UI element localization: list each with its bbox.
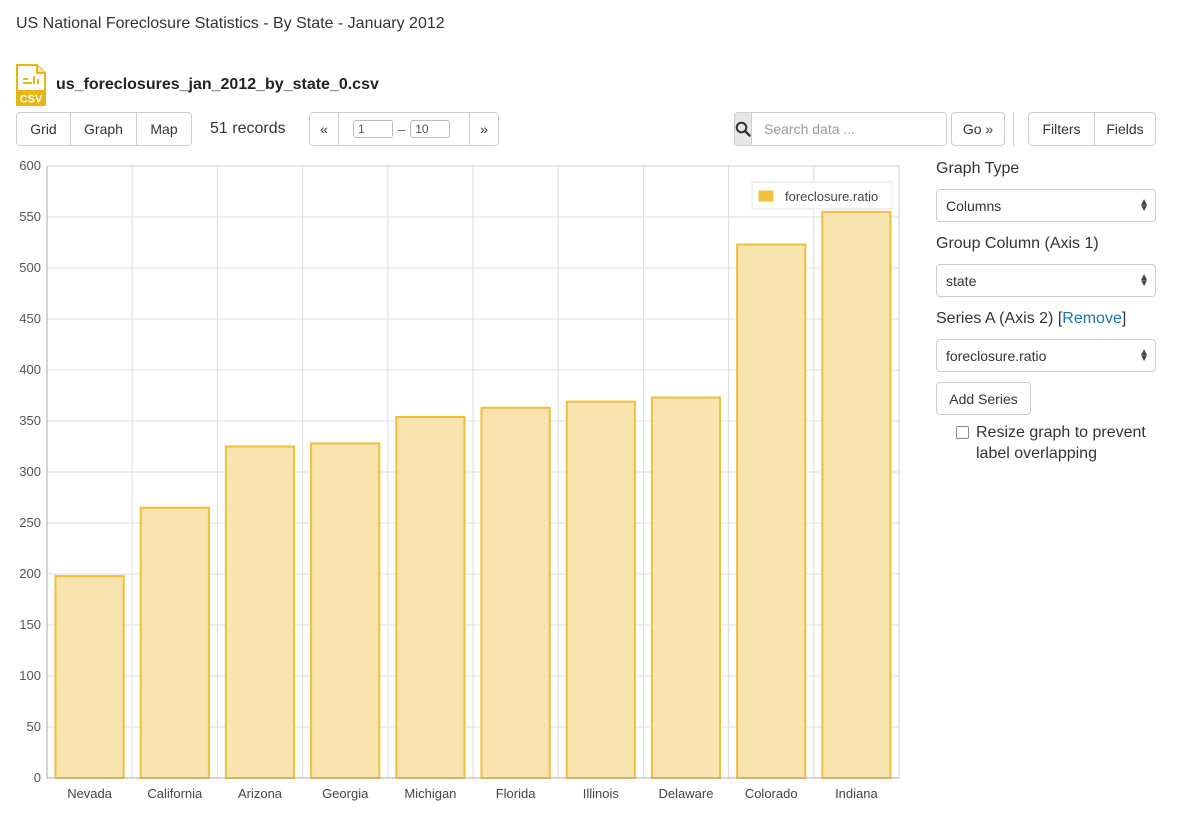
remove-series-link[interactable]: Remove [1062, 310, 1122, 327]
search-box [734, 112, 947, 146]
chart-legend [751, 181, 893, 210]
bar-indiana [821, 210, 892, 779]
group-column-label: Group Column (Axis 1) [936, 235, 1099, 252]
record-count: 51 records [210, 120, 286, 137]
series-a-select[interactable]: foreclosure.ratio ▲ ▼ [936, 339, 1156, 372]
search-input[interactable] [752, 113, 946, 145]
bar-delaware [650, 396, 722, 779]
chart-area: 0 50 100 150 200 250 300 350 400 450 500 550 600 Neva… [0, 155, 920, 822]
x-tick-label: Indiana [835, 786, 878, 801]
y-tick-label: 50 [27, 719, 41, 734]
bar-nevada [54, 575, 125, 780]
y-tick-label: 200 [19, 566, 41, 581]
x-tick-label: Michigan [404, 786, 456, 801]
graph-type-value: Columns [946, 197, 1002, 214]
file-header: CSV us_foreclosures_jan_2012_by_state_0.… [16, 64, 379, 106]
resize-graph-checkbox[interactable] [956, 426, 969, 439]
pagination: « – » [309, 112, 499, 146]
series-a-value: foreclosure.ratio [946, 347, 1047, 364]
y-tick-label: 250 [19, 515, 41, 530]
bar-florida [480, 406, 551, 780]
x-tick-label: Arizona [238, 786, 283, 801]
graph-settings-panel: Graph Type Columns ▲ ▼ Group Column (Axis… [936, 158, 1156, 464]
search-icon[interactable] [735, 113, 752, 145]
resize-option: Resize graph to prevent label overlappin… [936, 422, 1156, 464]
x-tick-label: Illinois [583, 786, 620, 801]
bar-california [139, 506, 210, 779]
prev-page-button[interactable]: « [310, 113, 339, 145]
resize-graph-label: Resize graph to prevent label overlappin… [976, 424, 1146, 462]
x-tick-label: Colorado [745, 786, 798, 801]
series-a-label: Series A (Axis 2) [Remove] [936, 308, 1156, 330]
y-tick-label: 350 [19, 413, 41, 428]
y-tick-label: 100 [19, 668, 41, 683]
x-tick-label: Nevada [67, 786, 113, 801]
y-tick-label: 150 [19, 617, 41, 632]
x-tick-label: Delaware [659, 786, 714, 801]
y-tick-label: 550 [19, 209, 41, 224]
page-from-input[interactable] [353, 120, 393, 138]
add-series-button[interactable]: Add Series [936, 382, 1031, 415]
y-tick-label: 500 [19, 260, 41, 275]
bar-michigan [395, 415, 466, 779]
map-view-button[interactable]: Map [136, 113, 191, 145]
csv-icon-label: CSV [20, 94, 43, 106]
series-a-label-text: Series A (Axis 2) [ [936, 310, 1063, 327]
page-range-dash: – [398, 121, 406, 137]
next-page-button[interactable]: » [469, 113, 498, 145]
fields-button[interactable]: Fields [1094, 113, 1155, 145]
x-tick-label: California [147, 786, 203, 801]
select-arrows-icon: ▲ ▼ [1139, 196, 1149, 214]
bar-arizona [224, 445, 296, 779]
filters-button[interactable]: Filters [1029, 113, 1094, 145]
legend-label: foreclosure.ratio [785, 189, 878, 204]
grid-view-button[interactable]: Grid [17, 113, 70, 145]
series-a-label-close: ] [1121, 310, 1127, 327]
group-column-select[interactable]: state ▲ ▼ [936, 264, 1156, 297]
foreclosure-bar-chart: 0 50 100 150 200 250 300 350 400 450 500 550 600 Neva… [19, 158, 900, 801]
graph-view-button[interactable]: Graph [70, 113, 136, 145]
x-tick-label: Florida [496, 786, 537, 801]
y-tick-label: 300 [19, 464, 41, 479]
graph-type-label: Graph Type [936, 160, 1020, 177]
y-tick-label: 450 [19, 311, 41, 326]
bar-illinois [565, 400, 636, 779]
group-column-value: state [946, 272, 977, 289]
graph-type-select[interactable]: Columns ▲ ▼ [936, 189, 1156, 222]
toolbar-divider [1013, 112, 1014, 146]
y-tick-label: 600 [19, 158, 41, 173]
view-switcher: Grid Graph Map [16, 112, 192, 146]
csv-file-icon: CSV [16, 64, 46, 106]
select-arrows-icon: ▲ ▼ [1139, 346, 1149, 364]
select-arrows-icon: ▲ ▼ [1139, 271, 1149, 289]
file-name: us_foreclosures_jan_2012_by_state_0.csv [56, 76, 379, 93]
page-title: US National Foreclosure Statistics - By … [16, 15, 445, 32]
filters-fields-group: Filters Fields [1028, 112, 1156, 146]
bar-georgia [310, 442, 381, 779]
x-tick-label: Georgia [322, 786, 369, 801]
bar-colorado [736, 243, 807, 780]
page-to-input[interactable] [410, 120, 451, 138]
y-tick-label: 0 [34, 770, 41, 785]
y-tick-label: 400 [19, 362, 41, 377]
go-button[interactable]: Go » [951, 112, 1005, 146]
legend-swatch [758, 190, 774, 202]
